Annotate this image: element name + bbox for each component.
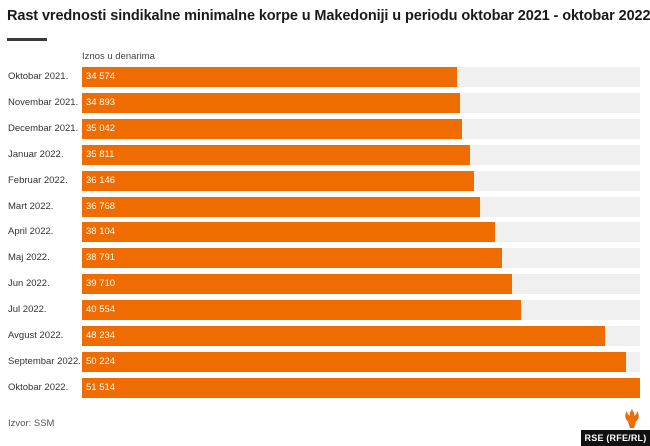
bar-value-label: 35 811	[86, 148, 115, 160]
bar-row: Decembar 2021. 35 042	[0, 118, 650, 139]
category-label: Decembar 2021.	[8, 122, 79, 134]
bar-row: Februar 2022. 36 146	[0, 170, 650, 191]
bar-row: Jul 2022. 40 554	[0, 300, 650, 321]
bar-track: 48 234	[82, 326, 640, 346]
bar-track: 35 811	[82, 144, 640, 165]
bar-row: Septembar 2022. 50 224	[0, 351, 650, 372]
bar: 48 234	[82, 326, 605, 346]
bar-track: 51 514	[82, 377, 640, 398]
bar-value-label: 50 224	[86, 355, 116, 367]
category-label: Septembar 2022.	[8, 355, 81, 367]
bar-row: Novembar 2021. 34 893	[0, 92, 650, 113]
category-label: Oktobar 2021.	[8, 71, 69, 82]
rfe-torch-logo-icon	[625, 409, 639, 428]
bar-track: 50 224	[82, 351, 640, 372]
bar-track: 38 791	[82, 248, 640, 269]
bar: 34 574	[82, 67, 457, 87]
bar-value-label: 35 042	[86, 122, 116, 134]
bar: 35 042	[82, 118, 462, 139]
category-label: Februar 2022.	[8, 174, 68, 186]
bar-row: Januar 2022. 35 811	[0, 144, 650, 165]
bar-value-label: 51 514	[86, 381, 116, 393]
category-label: April 2022.	[8, 226, 54, 238]
bar: 51 514	[82, 377, 640, 398]
bar-track: 35 042	[82, 118, 640, 139]
category-label: Maj 2022.	[8, 252, 50, 264]
bar-row: April 2022. 38 104	[0, 222, 650, 243]
category-label: Jul 2022.	[8, 304, 47, 316]
bar: 40 554	[82, 300, 522, 321]
bar: 50 224	[82, 351, 626, 372]
bar: 36 146	[82, 170, 474, 191]
category-label: Avgust 2022.	[8, 330, 64, 341]
bar: 39 710	[82, 274, 513, 295]
bar-row: Mart 2022. 36 768	[0, 196, 650, 217]
category-label: Oktobar 2022.	[8, 381, 69, 393]
chart-title: Rast vrednosti sindikalne minimalne korp…	[7, 8, 650, 24]
bar-value-label: 39 710	[86, 278, 116, 290]
bar-value-label: 36 768	[86, 200, 116, 212]
bar: 38 104	[82, 222, 495, 243]
bar-track: 36 146	[82, 170, 640, 191]
source-note: Izvor: SSM	[8, 418, 55, 429]
category-label: Januar 2022.	[8, 148, 64, 160]
bar-row: Avgust 2022. 48 234	[0, 326, 650, 346]
bar-track: 34 893	[82, 92, 640, 113]
bar-track: 34 574	[82, 67, 640, 87]
bar-value-label: 40 554	[86, 304, 116, 316]
bar-track: 39 710	[82, 274, 640, 295]
bar-track: 38 104	[82, 222, 640, 243]
unit-label: Iznos u denarima	[82, 51, 155, 62]
bar: 36 768	[82, 196, 481, 217]
bar-row: Jun 2022. 39 710	[0, 274, 650, 295]
bar: 34 893	[82, 92, 460, 113]
category-label: Mart 2022.	[8, 200, 54, 212]
bar-value-label: 38 791	[86, 252, 116, 264]
bar-value-label: 38 104	[86, 226, 116, 238]
bar-value-label: 36 146	[86, 174, 116, 186]
bar-value-label: 34 893	[86, 96, 116, 108]
rse-logo-badge: RSE (RFE/RL)	[581, 430, 650, 446]
bar: 35 811	[82, 144, 470, 165]
bar-track: 36 768	[82, 196, 640, 217]
bar-track: 40 554	[82, 300, 640, 321]
bar-row: Oktobar 2022. 51 514	[0, 377, 650, 398]
bar-value-label: 48 234	[86, 330, 116, 341]
category-label: Novembar 2021.	[8, 96, 79, 108]
bar-row: Maj 2022. 38 791	[0, 248, 650, 269]
category-label: Jun 2022.	[8, 278, 50, 290]
bar-value-label: 34 574	[86, 71, 116, 82]
title-underline	[7, 38, 47, 41]
bar: 38 791	[82, 248, 503, 269]
bar-row: Oktobar 2021. 34 574	[0, 67, 650, 87]
